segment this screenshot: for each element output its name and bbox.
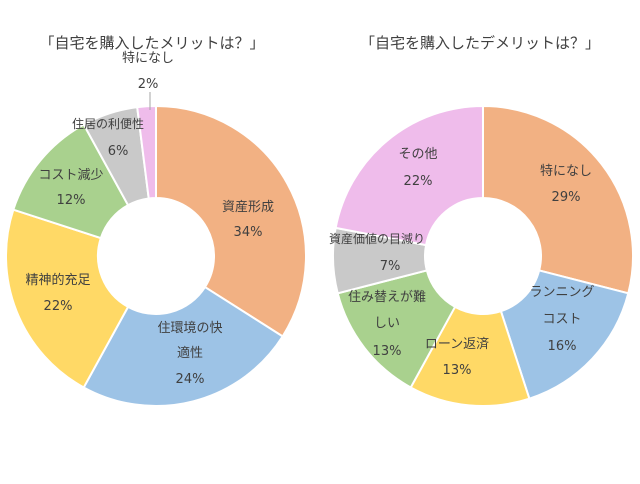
merit-donut [5,104,307,407]
demerit-slice-4 [336,269,457,389]
merit-slice-4-value: 12% [57,193,86,208]
demerit-slice-4-value: 13% [373,344,402,359]
merit-slice-4 [12,123,130,240]
merit-slice-1-label: 資産形成 [222,199,274,215]
merit-slice-6 [136,104,157,200]
merit-slice-4-label: コスト減少 [38,167,103,183]
merit-chart-title: 「自宅を購入したメリットは？」 [39,34,264,52]
demerit-slice-4-label: しい [374,316,400,331]
demerit-donut [332,104,634,407]
demerit-slice-5-label: 資産価値の目減り [329,231,425,246]
merit-slice-5-value: 6% [108,144,129,159]
demerit-slice-6 [334,104,484,247]
merit-slice-2-value: 24% [176,372,205,387]
demerit-slice-6-value: 22% [404,174,433,189]
merit-slice-6-label: 特になし [122,51,174,66]
demerit-slice-2-label: ランニング [529,285,594,300]
demerit-slice-3 [409,305,531,407]
demerit-chart-title: 「自宅を購入したデメリットは？」 [360,34,600,52]
merit-slice-3-label: 精神的充足 [25,272,90,288]
merit-slice-2 [82,285,285,407]
demerit-slice-4-label: 住み替えが難 [348,290,426,305]
demerit-slice-2-value: 16% [548,339,577,354]
merit-slice-2-label: 住環境の快 [157,321,222,336]
demerit-slice-1 [482,104,634,295]
demerit-slice-3-value: 13% [443,363,472,378]
merit-slice-3-value: 22% [44,299,73,314]
demerit-slice-6-label: その他 [398,147,437,162]
demerit-slice-2-label: コスト [542,312,581,327]
merit-slice-1-value: 34% [234,225,263,240]
merit-slice-6-value: 2% [138,77,159,92]
demerit-slice-1-value: 29% [552,190,581,205]
merit-slice-5-label: 住居の利便性 [72,117,144,131]
merit-slice-2-label: 適性 [177,345,203,361]
demerit-slice-3-label: ローン返済 [425,336,489,352]
demerit-slice-2 [499,269,630,400]
merit-slice-3 [5,208,130,389]
demerit-slice-1-label: 特になし [540,164,592,179]
merit-slice-1 [155,104,307,338]
demerit-slice-5-value: 7% [380,259,401,274]
